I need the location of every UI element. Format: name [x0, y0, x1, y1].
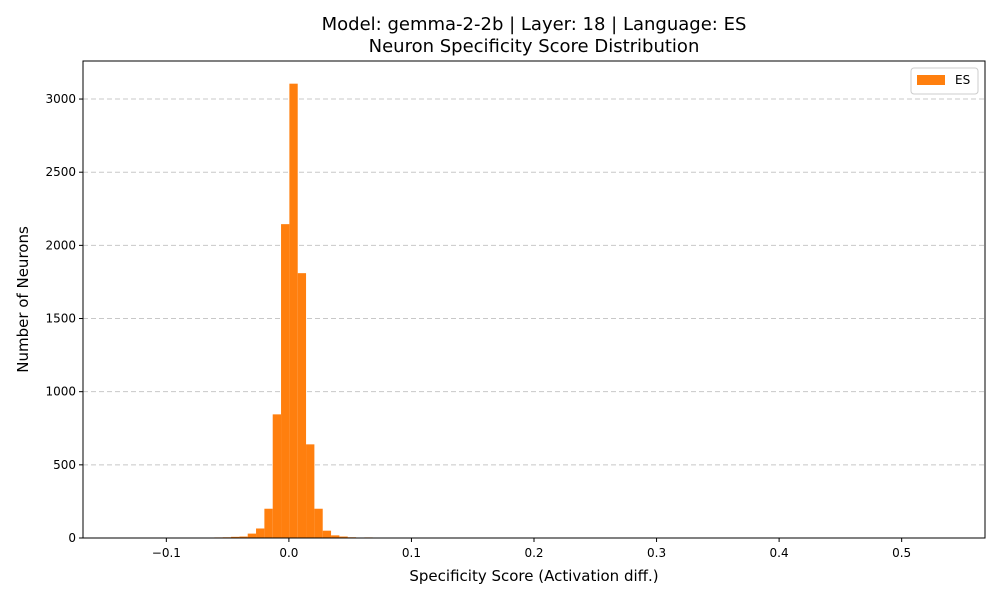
histogram-bar: [239, 536, 248, 538]
histogram-bar: [339, 536, 348, 538]
x-tick-label: 0.5: [892, 546, 911, 560]
x-tick-label: −0.1: [152, 546, 181, 560]
axis-ticks: 0 500 1000 1500 2000 2500 3000 −0.1 0.0 0.1 0.2 0.3…: [45, 92, 911, 560]
histogram-bar: [247, 533, 257, 538]
histogram-bar: [281, 224, 290, 539]
histogram-bar: [314, 508, 323, 538]
x-tick-label: 0.3: [647, 546, 666, 560]
histogram-bar: [272, 414, 282, 538]
y-gridlines: [83, 98, 985, 466]
y-axis-label: Number of Neurons: [14, 226, 32, 373]
x-tick-label: 0.0: [279, 546, 298, 560]
x-axis-label: Specificity Score (Activation diff.): [409, 567, 658, 585]
y-tick-label: 500: [53, 458, 76, 472]
histogram-bar: [264, 508, 273, 538]
chart-title: Model: gemma-2-2b | Layer: 18 | Language…: [322, 14, 747, 35]
y-tick-label: 2000: [45, 238, 76, 252]
y-tick-label: 1000: [45, 385, 76, 399]
histogram-bar: [297, 273, 307, 538]
histogram-bar: [256, 528, 265, 538]
histogram-bar: [231, 536, 240, 538]
histogram-bar: [289, 83, 298, 539]
histogram-bar: [331, 535, 340, 538]
y-tick-label: 3000: [45, 92, 76, 106]
legend-label-es: ES: [955, 73, 970, 87]
histogram-bar: [306, 444, 315, 538]
y-tick-label: 1500: [45, 312, 76, 326]
legend-swatch-es: [917, 75, 945, 85]
y-tick-label: 0: [68, 531, 76, 545]
x-tick-label: 0.1: [402, 546, 421, 560]
x-tick-label: 0.2: [524, 546, 543, 560]
y-tick-label: 2500: [45, 165, 76, 179]
plot-area-frame: [82, 60, 986, 539]
x-tick-label: 0.4: [770, 546, 789, 560]
legend: ES: [910, 67, 979, 95]
chart-subtitle: Neuron Specificity Score Distribution: [369, 36, 700, 57]
histogram-bar: [322, 530, 332, 538]
